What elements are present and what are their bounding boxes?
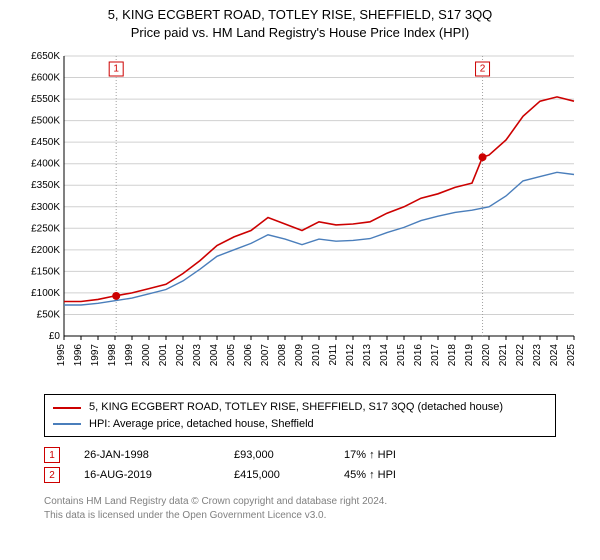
svg-text:2012: 2012: [345, 344, 356, 367]
svg-text:2025: 2025: [566, 344, 577, 367]
svg-text:£250K: £250K: [31, 224, 60, 235]
svg-text:2021: 2021: [498, 344, 509, 367]
svg-text:2009: 2009: [294, 344, 305, 367]
svg-text:2005: 2005: [226, 344, 237, 367]
svg-text:1999: 1999: [124, 344, 135, 367]
table-row: 2 16-AUG-2019 £415,000 45% ↑ HPI: [44, 465, 600, 485]
svg-text:2015: 2015: [396, 344, 407, 367]
svg-text:2023: 2023: [532, 344, 543, 367]
txn-date: 26-JAN-1998: [84, 449, 234, 461]
svg-text:1998: 1998: [107, 344, 118, 367]
svg-text:2014: 2014: [379, 344, 390, 367]
title-block: 5, KING ECGBERT ROAD, TOTLEY RISE, SHEFF…: [0, 0, 600, 44]
txn-price: £93,000: [234, 449, 344, 461]
svg-text:2000: 2000: [141, 344, 152, 367]
svg-text:£0: £0: [49, 331, 61, 342]
svg-text:2010: 2010: [311, 344, 322, 367]
svg-text:2004: 2004: [209, 344, 220, 367]
svg-text:2003: 2003: [192, 344, 203, 367]
svg-text:1995: 1995: [56, 344, 67, 367]
svg-text:2016: 2016: [413, 344, 424, 367]
svg-text:£200K: £200K: [31, 245, 60, 256]
svg-text:£400K: £400K: [31, 159, 60, 170]
price-chart: £0 £50K £100K £150K £200K £250K £300K £350K £400…: [20, 48, 580, 388]
svg-text:2: 2: [480, 64, 486, 75]
svg-text:£450K: £450K: [31, 138, 60, 149]
title-subtitle: Price paid vs. HM Land Registry's House …: [0, 24, 600, 42]
txn-date: 16-AUG-2019: [84, 469, 234, 481]
legend: 5, KING ECGBERT ROAD, TOTLEY RISE, SHEFF…: [44, 394, 556, 437]
svg-text:£550K: £550K: [31, 94, 60, 105]
svg-text:£500K: £500K: [31, 116, 60, 127]
svg-text:1996: 1996: [73, 344, 84, 367]
svg-text:2011: 2011: [328, 344, 339, 366]
legend-label: HPI: Average price, detached house, Shef…: [89, 416, 314, 433]
transactions-table: 1 26-JAN-1998 £93,000 17% ↑ HPI 2 16-AUG…: [44, 445, 600, 485]
legend-label: 5, KING ECGBERT ROAD, TOTLEY RISE, SHEFF…: [89, 399, 503, 416]
svg-text:£600K: £600K: [31, 73, 60, 84]
svg-text:2020: 2020: [481, 344, 492, 367]
svg-text:2022: 2022: [515, 344, 526, 367]
txn-pct: 17% ↑ HPI: [344, 449, 464, 461]
legend-swatch: [53, 407, 81, 409]
legend-item: 5, KING ECGBERT ROAD, TOTLEY RISE, SHEFF…: [53, 399, 547, 416]
flag-marker-icon: 2: [44, 467, 60, 483]
svg-text:2018: 2018: [447, 344, 458, 367]
svg-text:2008: 2008: [277, 344, 288, 367]
footer-copyright: Contains HM Land Registry data © Crown c…: [44, 495, 600, 509]
txn-pct: 45% ↑ HPI: [344, 469, 464, 481]
svg-text:£650K: £650K: [31, 51, 60, 62]
svg-text:£300K: £300K: [31, 202, 60, 213]
svg-text:2013: 2013: [362, 344, 373, 367]
svg-text:2006: 2006: [243, 344, 254, 367]
svg-text:2017: 2017: [430, 344, 441, 367]
svg-text:2024: 2024: [549, 344, 560, 367]
table-row: 1 26-JAN-1998 £93,000 17% ↑ HPI: [44, 445, 600, 465]
svg-text:2002: 2002: [175, 344, 186, 367]
svg-text:2001: 2001: [158, 344, 169, 367]
svg-text:£150K: £150K: [31, 267, 60, 278]
svg-text:£50K: £50K: [37, 310, 61, 321]
svg-text:1: 1: [113, 64, 119, 75]
legend-swatch: [53, 423, 81, 425]
svg-text:1997: 1997: [90, 344, 101, 367]
svg-text:£100K: £100K: [31, 288, 60, 299]
svg-text:2019: 2019: [464, 344, 475, 367]
flag-marker-icon: 1: [44, 447, 60, 463]
title-address: 5, KING ECGBERT ROAD, TOTLEY RISE, SHEFF…: [0, 6, 600, 24]
footer: Contains HM Land Registry data © Crown c…: [44, 495, 600, 523]
legend-item: HPI: Average price, detached house, Shef…: [53, 416, 547, 433]
footer-licence: This data is licensed under the Open Gov…: [44, 509, 600, 523]
svg-text:£350K: £350K: [31, 181, 60, 192]
txn-price: £415,000: [234, 469, 344, 481]
svg-text:2007: 2007: [260, 344, 271, 367]
